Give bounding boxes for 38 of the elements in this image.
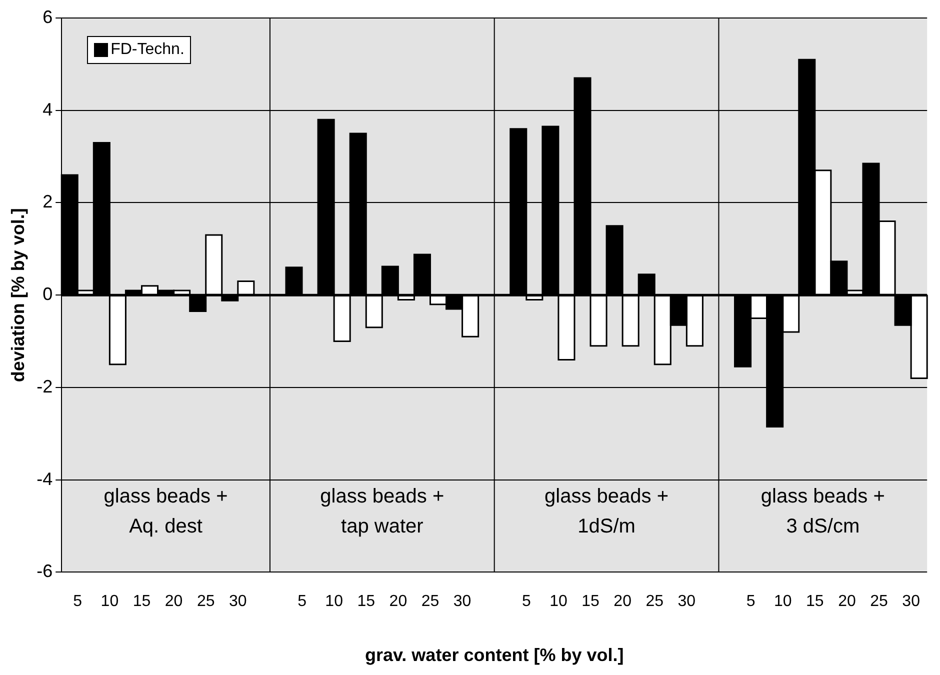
x-tick-label: 25: [421, 593, 440, 610]
annotation: glass beads + tap water: [320, 486, 444, 538]
y-tick-label: 0: [42, 284, 53, 304]
y-tick-label: 6: [42, 6, 53, 27]
x-tick-label: 5: [522, 593, 531, 610]
y-axis-title: deviation [% by vol.]: [8, 208, 28, 382]
x-tick-label: 10: [100, 593, 119, 610]
x-tick-label: 10: [774, 593, 792, 610]
x-tick-label: 15: [582, 593, 600, 610]
x-tick-label: 25: [870, 593, 888, 610]
x-tick-label: 15: [357, 593, 376, 610]
x-tick-label: 5: [746, 593, 756, 610]
y-tick-label: 4: [42, 99, 53, 120]
y-tick-label: 2: [42, 192, 53, 212]
annotation: glass beads + 1dS/m: [544, 486, 669, 538]
x-tick-label: 25: [196, 593, 215, 610]
y-tick-label: -6: [36, 561, 53, 582]
legend-label: FD-Techn.: [110, 40, 184, 60]
x-tick-label: 10: [550, 593, 568, 610]
x-tick-label: 5: [73, 593, 82, 610]
x-tick-label: 5: [298, 593, 307, 610]
x-tick-label: 15: [806, 593, 824, 610]
x-tick-label: 10: [325, 593, 344, 610]
x-axis-title: grav. water content [% by vol.]: [364, 645, 624, 666]
x-tick-label: 20: [614, 593, 632, 610]
x-tick-label: 30: [902, 593, 920, 610]
x-tick-label: 25: [646, 593, 664, 610]
y-tick-label: -4: [36, 468, 53, 489]
x-tick-label: 30: [229, 593, 247, 610]
annotation: glass beads + Aq. dest: [104, 486, 228, 538]
x-tick-label: 20: [164, 593, 183, 610]
x-tick-label: 20: [389, 593, 408, 610]
x-tick-label: 20: [838, 593, 856, 610]
y-tick-label: -2: [36, 376, 53, 396]
x-tick-label: 15: [132, 593, 151, 610]
x-tick-label: 30: [453, 593, 472, 610]
x-tick-label: 30: [678, 593, 696, 610]
annotation: glass beads + 3 dS/cm: [760, 486, 885, 538]
